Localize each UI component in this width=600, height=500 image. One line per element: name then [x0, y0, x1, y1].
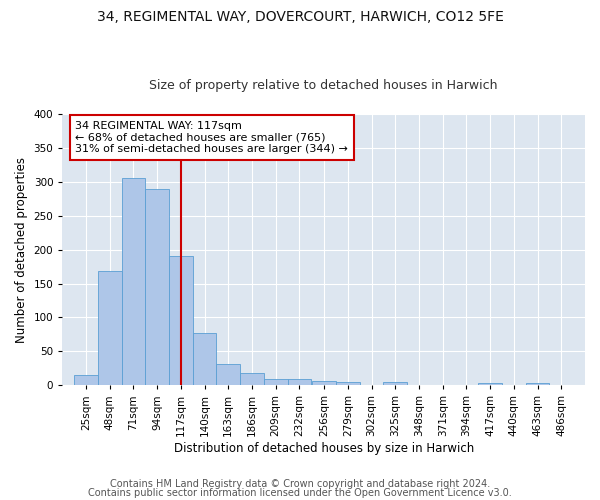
Bar	[217, 364, 240, 386]
Bar	[264, 379, 287, 386]
Title: Size of property relative to detached houses in Harwich: Size of property relative to detached ho…	[149, 79, 498, 92]
Bar	[193, 333, 217, 386]
Bar	[478, 384, 502, 386]
X-axis label: Distribution of detached houses by size in Harwich: Distribution of detached houses by size …	[173, 442, 474, 455]
Text: 34 REGIMENTAL WAY: 117sqm
← 68% of detached houses are smaller (765)
31% of semi: 34 REGIMENTAL WAY: 117sqm ← 68% of detac…	[75, 121, 348, 154]
Text: Contains public sector information licensed under the Open Government Licence v3: Contains public sector information licen…	[88, 488, 512, 498]
Bar	[240, 373, 264, 386]
Text: 34, REGIMENTAL WAY, DOVERCOURT, HARWICH, CO12 5FE: 34, REGIMENTAL WAY, DOVERCOURT, HARWICH,…	[97, 10, 503, 24]
Text: Contains HM Land Registry data © Crown copyright and database right 2024.: Contains HM Land Registry data © Crown c…	[110, 479, 490, 489]
Bar	[313, 381, 336, 386]
Bar	[383, 382, 407, 386]
Bar	[74, 375, 98, 386]
Bar	[145, 188, 169, 386]
Bar	[287, 379, 311, 386]
Bar	[169, 256, 193, 386]
Bar	[122, 178, 145, 386]
Bar	[336, 382, 360, 386]
Bar	[98, 272, 122, 386]
Bar	[526, 384, 550, 386]
Y-axis label: Number of detached properties: Number of detached properties	[15, 156, 28, 342]
